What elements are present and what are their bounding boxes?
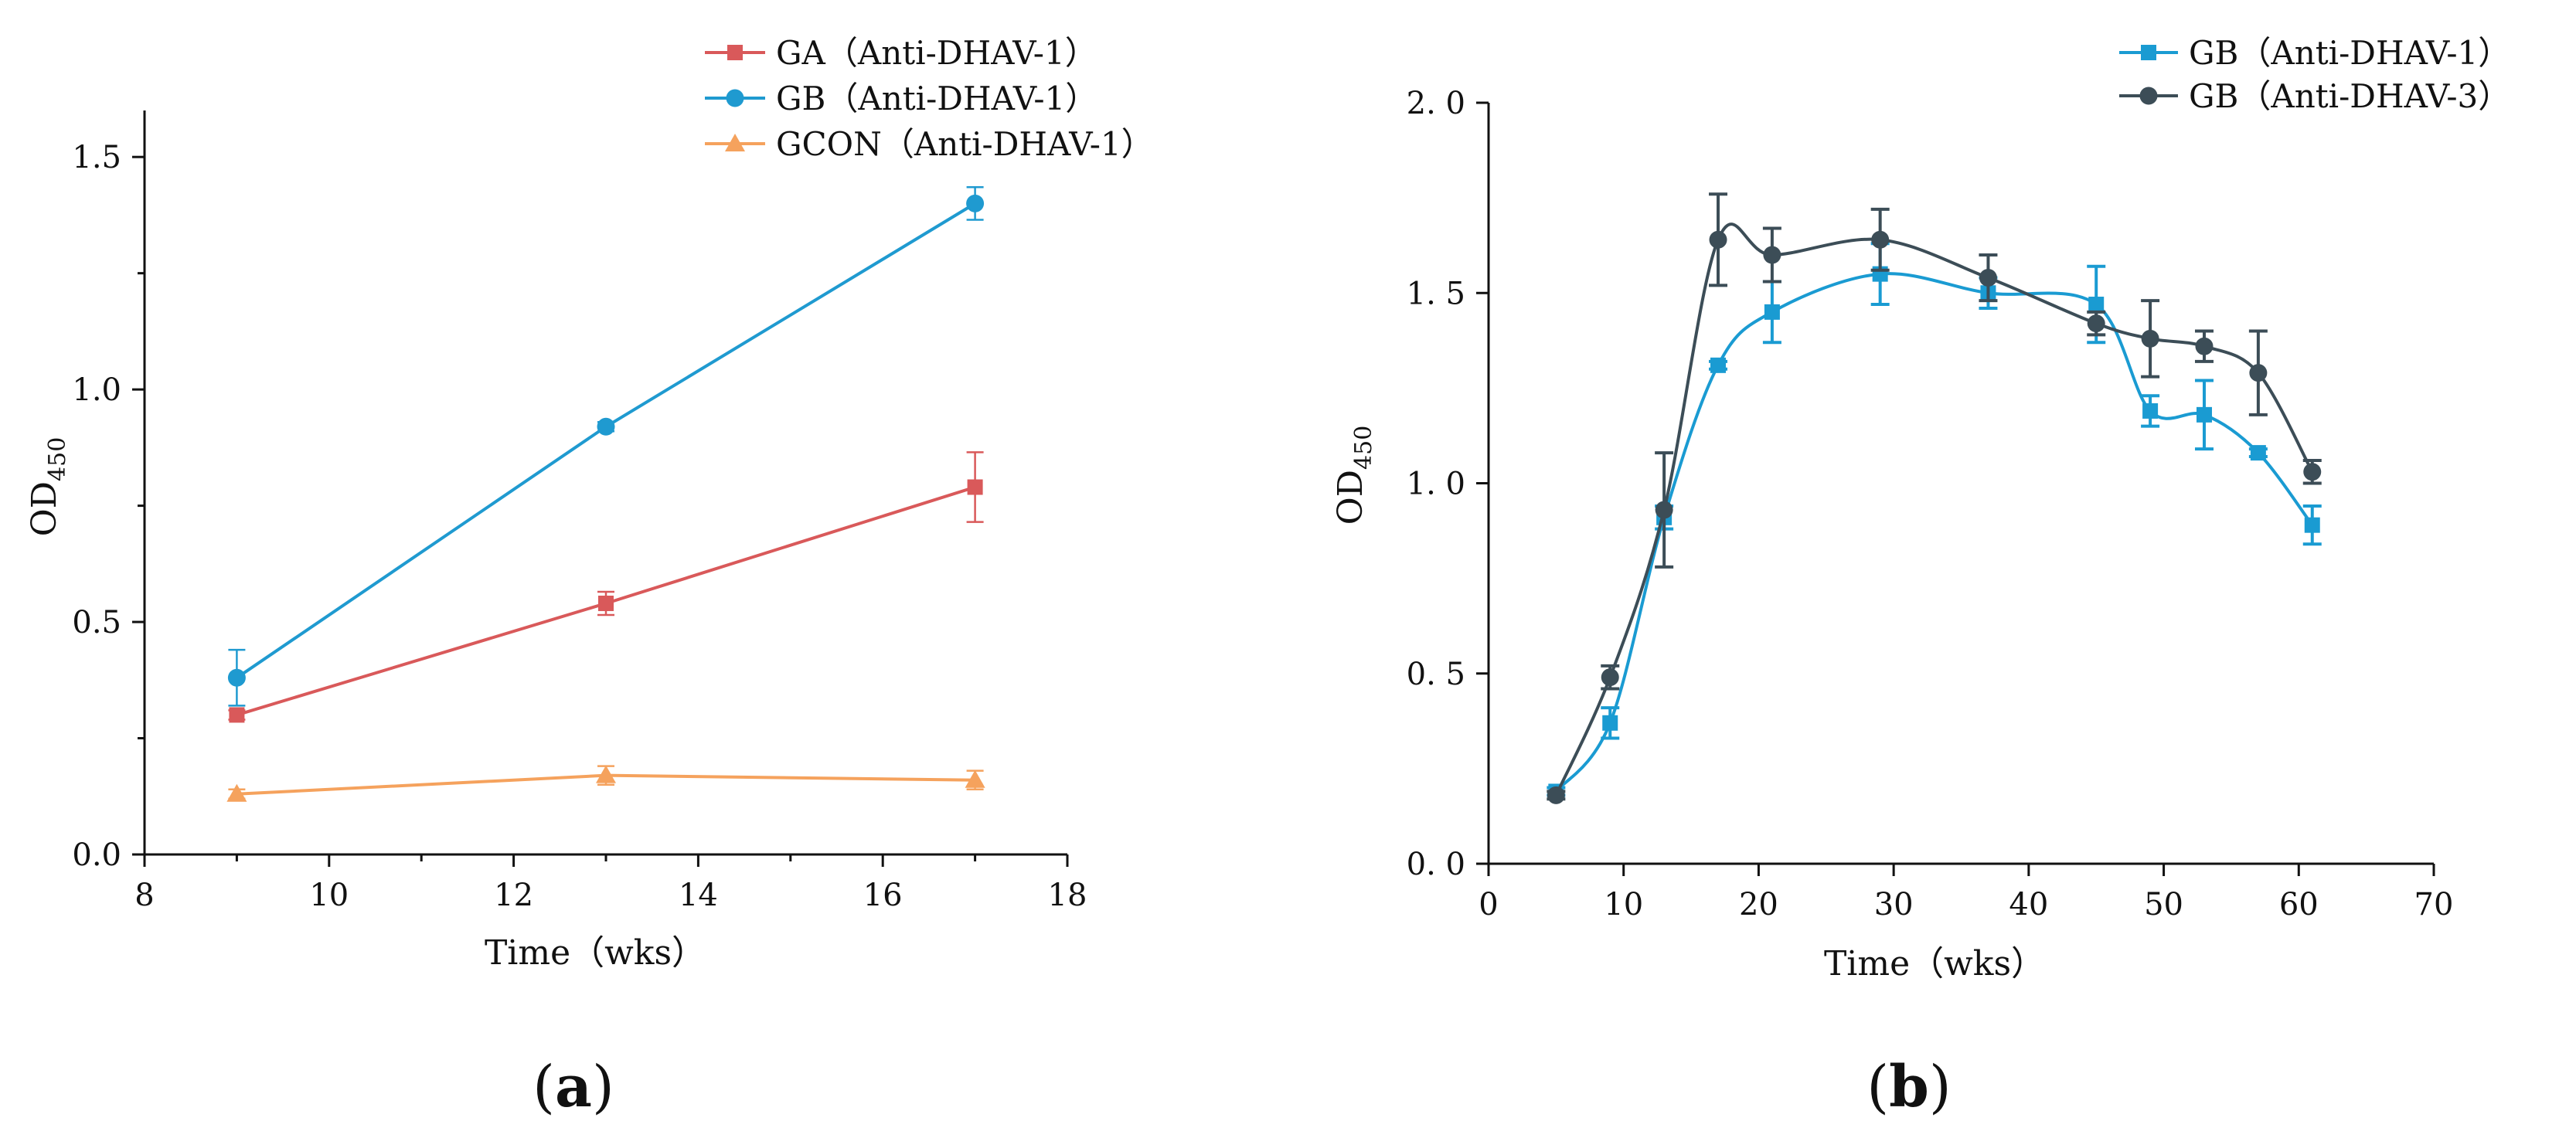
y-axis-title: OD450 xyxy=(25,437,71,537)
data-point xyxy=(965,769,985,788)
series-2 xyxy=(1547,192,2322,804)
data-point xyxy=(2303,463,2322,481)
panel-label-letter: a xyxy=(555,1054,592,1120)
y-axis-title-main: OD xyxy=(1331,470,1370,525)
data-point xyxy=(1979,269,1997,287)
data-point xyxy=(597,417,615,436)
legend: GB（Anti-DHAV-1） GB（Anti-DHAV-3） xyxy=(2119,34,2510,115)
legend-label: GA（Anti-DHAV-1） xyxy=(776,34,1097,72)
x-axis-title: Time（wks） xyxy=(1824,944,2045,983)
legend-label: GB（Anti-DHAV-1） xyxy=(776,80,1097,117)
x-tick-label: 18 xyxy=(1048,878,1087,913)
y-tick-label: 1.0 xyxy=(72,372,121,408)
x-tick-label: 70 xyxy=(2414,887,2454,922)
data-point xyxy=(1764,304,1780,320)
data-point xyxy=(2196,406,2212,423)
x-tick-label: 10 xyxy=(1604,887,1643,922)
data-point xyxy=(2142,403,2159,419)
y-tick-label: 1.5 xyxy=(72,140,121,175)
x-tick-label: 30 xyxy=(1874,887,1914,922)
series-3 xyxy=(226,765,985,802)
legend-marker xyxy=(2139,87,2158,105)
y-tick-label: 0. 0 xyxy=(1407,847,1465,882)
y-tick-label: 0. 5 xyxy=(1407,657,1465,692)
data-point xyxy=(1709,230,1727,249)
y-tick-label: 1. 0 xyxy=(1407,467,1465,502)
data-point xyxy=(2087,314,2105,333)
x-tick-label: 14 xyxy=(679,878,718,913)
chart-b: 0 10 20 30 40 50 60 70 0. 0 0. 5 1. 0 1. 5 2. 0 Time（… xyxy=(1331,34,2510,1120)
series-1 xyxy=(228,451,984,723)
data-point xyxy=(1602,715,1618,731)
x-tick-label: 60 xyxy=(2279,887,2319,922)
data-point xyxy=(2141,329,2159,348)
legend-marker xyxy=(2141,45,2156,60)
data-point xyxy=(226,783,247,802)
x-tick-label: 10 xyxy=(309,878,349,913)
y-axis-title: OD450 xyxy=(1331,426,1377,525)
legend: GA（Anti-DHAV-1） GB（Anti-DHAV-1） GCON（Anti-… xyxy=(705,34,1154,163)
x-tick-label: 50 xyxy=(2144,887,2183,922)
panel-label-open-paren: ( xyxy=(1866,1054,1889,1120)
data-point xyxy=(966,194,985,212)
x-tick-label: 0 xyxy=(1479,887,1498,922)
panel-label-close-paren: ) xyxy=(592,1054,614,1120)
data-point xyxy=(1710,357,1727,373)
series-2 xyxy=(227,186,985,707)
panel-label-open-paren: ( xyxy=(533,1054,555,1120)
y-tick-label: 0.5 xyxy=(72,605,121,640)
data-point xyxy=(967,479,983,495)
data-point xyxy=(598,595,614,611)
data-point xyxy=(1871,230,1890,249)
legend-marker xyxy=(726,89,744,107)
y-axis-title-subscript: 450 xyxy=(1350,426,1377,470)
data-point xyxy=(229,707,245,723)
data-point xyxy=(2088,297,2105,313)
data-point xyxy=(227,668,246,687)
x-axis-title: Time（wks） xyxy=(485,933,706,973)
data-point xyxy=(596,765,616,783)
panel-label: (b) xyxy=(1866,1054,1952,1120)
data-point xyxy=(2195,337,2214,355)
data-point xyxy=(1547,786,1565,804)
x-tick-label: 12 xyxy=(494,878,533,913)
legend-marker xyxy=(725,134,745,151)
data-point xyxy=(2304,517,2320,533)
data-point xyxy=(1601,668,1619,687)
x-tick-label: 40 xyxy=(2009,887,2048,922)
y-tick-label: 1. 5 xyxy=(1407,276,1465,311)
data-point xyxy=(2249,364,2268,382)
legend-label: GCON（Anti-DHAV-1） xyxy=(776,125,1154,163)
data-point xyxy=(1655,501,1673,519)
panel-label: (a) xyxy=(533,1054,614,1120)
x-tick-label: 16 xyxy=(863,878,903,913)
legend-marker xyxy=(727,45,743,60)
y-tick-label: 2. 0 xyxy=(1407,86,1465,121)
data-point xyxy=(2250,445,2266,461)
panel-label-letter: b xyxy=(1889,1054,1929,1120)
panel-label-close-paren: ) xyxy=(1929,1054,1952,1120)
y-axis-title-main: OD xyxy=(25,481,64,536)
legend-label: GB（Anti-DHAV-3） xyxy=(2189,77,2510,115)
x-tick-label: 20 xyxy=(1739,887,1778,922)
legend-label: GB（Anti-DHAV-1） xyxy=(2189,34,2510,72)
chart-a: 8 10 12 14 16 18 0.0 0.5 1.0 1.5 Time（wks） OD450 GA（… xyxy=(25,34,1154,1120)
data-point xyxy=(1763,246,1781,264)
x-tick-label: 8 xyxy=(134,878,154,913)
y-axis-title-subscript: 450 xyxy=(44,437,71,481)
y-tick-label: 0.0 xyxy=(72,837,121,873)
